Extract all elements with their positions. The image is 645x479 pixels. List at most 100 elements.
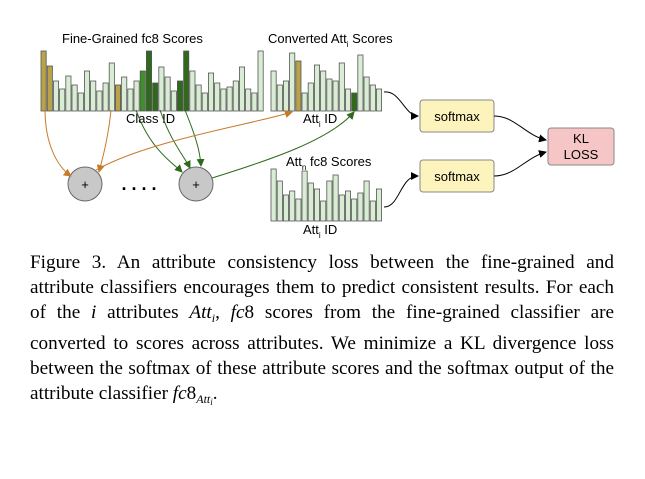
arrow-green-1 <box>135 109 183 173</box>
fine-bar-0 <box>40 50 47 112</box>
attn-bar-3 <box>289 190 296 222</box>
attn-bar-15 <box>363 180 370 222</box>
fine-bar-17 <box>145 50 152 112</box>
caption-math-fc: fc <box>230 302 245 323</box>
figure-caption: Figure 3. An attribute consistency loss … <box>30 250 614 415</box>
caption-math-sub-att: Atti <box>196 392 213 407</box>
arrow-orange-to-conv <box>95 110 293 171</box>
caption-math-att: Att <box>189 302 212 323</box>
plus-sign-right: + <box>192 177 200 192</box>
fine-bar-30 <box>226 86 233 112</box>
arrow-green-2 <box>159 109 191 169</box>
softmax-box-bottom: softmax <box>419 159 495 193</box>
kl-label: KL <box>573 131 589 146</box>
fine-grained-title: Fine-Grained fc8 Scores <box>62 31 203 46</box>
attn-bar-11 <box>338 194 345 222</box>
fine-bar-20 <box>164 76 171 112</box>
attn-bars <box>270 168 382 222</box>
fine-bar-33 <box>245 88 252 112</box>
fine-bar-18 <box>152 82 159 112</box>
converted-bars <box>270 52 382 112</box>
converted-bar-13 <box>351 92 358 112</box>
fine-bar-14 <box>127 88 134 112</box>
ellipsis-dots: . . . . <box>121 174 156 194</box>
caption-text-5: 8 <box>186 383 197 404</box>
arrow-orange-2 <box>96 109 112 173</box>
arrow-softmax-top-to-kl <box>493 115 547 143</box>
fine-bar-11 <box>108 62 115 112</box>
fine-bar-26 <box>201 92 208 112</box>
plus-circle-icon <box>178 166 214 202</box>
fine-bar-10 <box>102 82 109 112</box>
attn-bar-14 <box>357 192 364 222</box>
att-id-label-top: Atti ID <box>303 111 337 129</box>
arrow-green-3 <box>184 109 205 167</box>
fine-bar-8 <box>90 80 97 112</box>
fine-bar-1 <box>46 65 53 112</box>
converted-bar-4 <box>295 60 302 112</box>
fine-bar-25 <box>195 84 202 112</box>
converted-bar-3 <box>289 52 296 112</box>
attn-bar-6 <box>307 182 314 222</box>
fine-bar-31 <box>232 80 239 112</box>
attn-title: Attn fc8 Scores <box>286 154 372 172</box>
attn-bar-5 <box>301 170 308 222</box>
fine-bar-2 <box>53 80 60 112</box>
caption-math-i: i <box>91 302 97 323</box>
sum-node-right: + <box>178 166 214 202</box>
converted-bar-12 <box>344 88 351 112</box>
converted-bar-5 <box>301 92 308 112</box>
caption-math-fc-2: fc <box>172 383 187 404</box>
caption-text-4: 8 scores from the fine-grained classifie… <box>30 302 614 404</box>
fine-bar-16 <box>139 70 146 112</box>
fine-bar-5 <box>71 84 78 112</box>
converted-bar-15 <box>363 76 370 112</box>
sum-node-left: + <box>67 166 103 202</box>
arrow-orange-1 <box>44 109 72 177</box>
attn-bar-0 <box>270 168 277 222</box>
class-id-label: Class ID <box>126 111 175 126</box>
attn-bar-1 <box>276 180 283 222</box>
converted-bar-16 <box>369 84 376 112</box>
converted-bar-7 <box>313 64 320 112</box>
att-id-label-bottom: Atti ID <box>303 222 337 240</box>
converted-bar-8 <box>320 70 327 112</box>
converted-bar-1 <box>276 84 283 112</box>
fine-bar-23 <box>183 50 190 112</box>
converted-bar-0 <box>270 70 277 112</box>
loss-label: LOSS <box>564 147 599 162</box>
attn-bar-8 <box>320 200 327 222</box>
converted-bar-2 <box>282 80 289 112</box>
fine-bar-28 <box>214 82 221 112</box>
kl-loss-box: KL LOSS <box>547 127 615 166</box>
arrow-to-softmax-bottom <box>383 172 419 208</box>
fine-grained-bars <box>40 50 264 112</box>
attn-bar-10 <box>332 174 339 222</box>
caption-text-2: attributes <box>96 302 190 323</box>
converted-bar-10 <box>332 80 339 112</box>
converted-bar-14 <box>357 54 364 112</box>
attn-bar-2 <box>282 194 289 222</box>
attn-bar-4 <box>295 198 302 222</box>
fine-bar-22 <box>176 80 183 112</box>
attn-bar-16 <box>369 200 376 222</box>
fine-bar-15 <box>133 80 140 112</box>
attn-bar-9 <box>326 180 333 222</box>
diagram-svg: Fine-Grained fc8 Scores Converted Atti S… <box>40 31 615 240</box>
arrow-softmax-bottom-to-kl <box>493 150 547 177</box>
caption-text-6: . <box>212 383 218 404</box>
softmax-bottom-label: softmax <box>434 169 480 184</box>
fine-bar-27 <box>207 72 214 112</box>
fine-bar-4 <box>65 75 72 112</box>
attn-bar-17 <box>375 188 382 222</box>
caption-text-1: Figure 3. An attribute consistency loss … <box>30 252 614 323</box>
attn-bar-13 <box>351 198 358 222</box>
plus-circle-icon <box>67 166 103 202</box>
arrow-to-softmax-top <box>383 91 419 120</box>
converted-bar-6 <box>307 82 314 112</box>
fine-bar-12 <box>115 84 122 112</box>
fine-bar-9 <box>96 90 103 112</box>
converted-title: Converted Atti Scores <box>268 31 393 49</box>
caption-math-att-sub: i <box>211 311 216 325</box>
fine-bar-21 <box>170 90 177 112</box>
